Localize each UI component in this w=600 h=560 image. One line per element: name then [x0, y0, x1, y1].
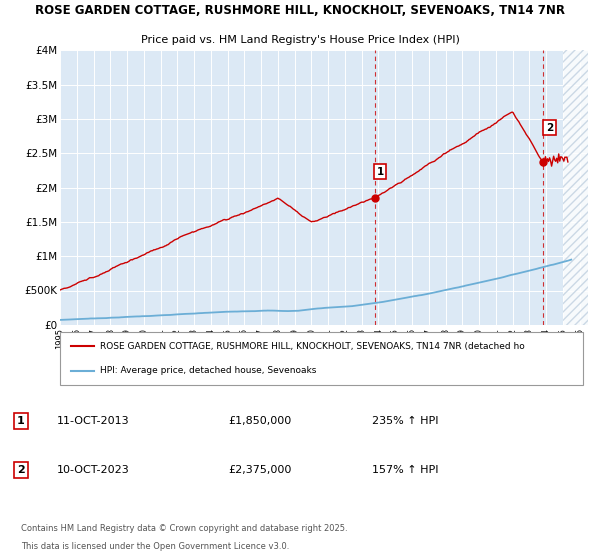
Text: 1: 1 [17, 416, 25, 426]
Text: Price paid vs. HM Land Registry's House Price Index (HPI): Price paid vs. HM Land Registry's House … [140, 35, 460, 45]
Text: 10-OCT-2023: 10-OCT-2023 [57, 465, 130, 475]
Text: 157% ↑ HPI: 157% ↑ HPI [372, 465, 439, 475]
Text: 235% ↑ HPI: 235% ↑ HPI [372, 416, 439, 426]
Text: 1: 1 [376, 167, 383, 177]
Text: £1,850,000: £1,850,000 [228, 416, 291, 426]
Text: 11-OCT-2013: 11-OCT-2013 [57, 416, 130, 426]
Text: This data is licensed under the Open Government Licence v3.0.: This data is licensed under the Open Gov… [21, 542, 289, 550]
Text: ROSE GARDEN COTTAGE, RUSHMORE HILL, KNOCKHOLT, SEVENOAKS, TN14 7NR (detached ho: ROSE GARDEN COTTAGE, RUSHMORE HILL, KNOC… [100, 342, 524, 351]
Text: £2,375,000: £2,375,000 [228, 465, 292, 475]
Bar [563, 50, 588, 325]
Text: 2: 2 [545, 123, 553, 133]
Text: HPI: Average price, detached house, Sevenoaks: HPI: Average price, detached house, Seve… [100, 366, 316, 375]
Text: ROSE GARDEN COTTAGE, RUSHMORE HILL, KNOCKHOLT, SEVENOAKS, TN14 7NR: ROSE GARDEN COTTAGE, RUSHMORE HILL, KNOC… [35, 3, 565, 17]
Text: 2: 2 [17, 465, 25, 475]
FancyBboxPatch shape [60, 332, 583, 385]
Text: Contains HM Land Registry data © Crown copyright and database right 2025.: Contains HM Land Registry data © Crown c… [21, 524, 347, 533]
